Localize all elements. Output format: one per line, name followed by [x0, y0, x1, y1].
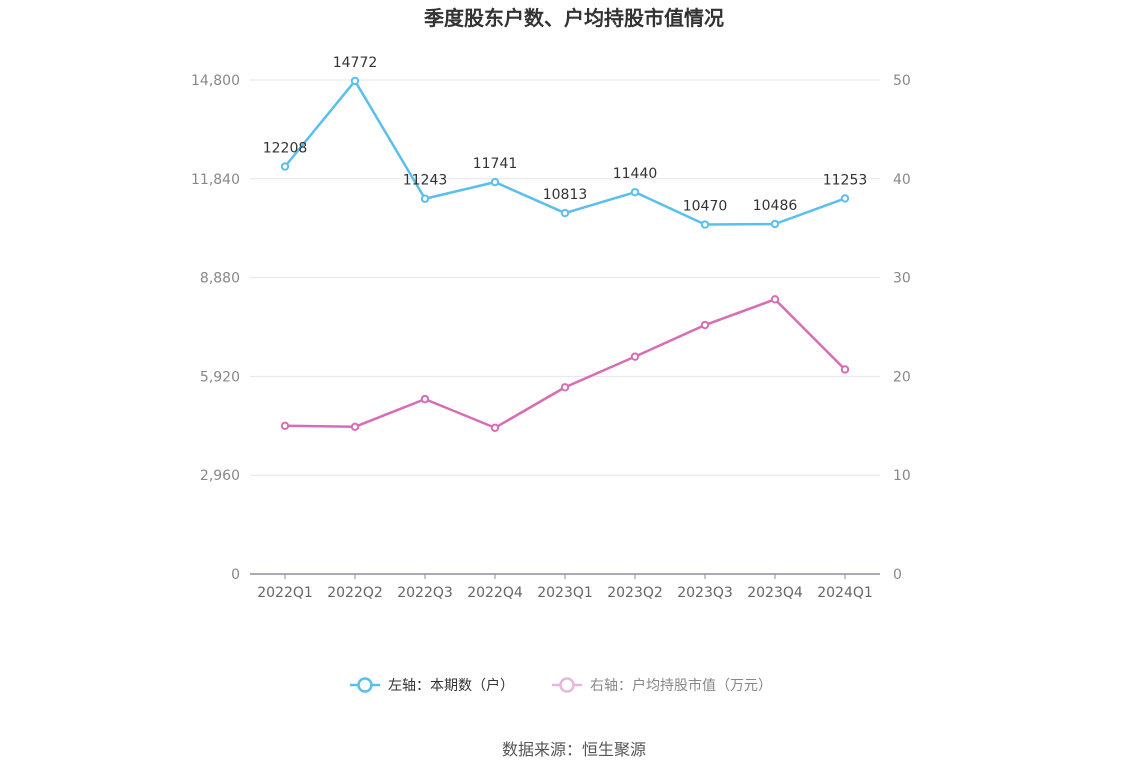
data-point [840, 194, 850, 203]
y-left-tick-label: 14,800 [191, 73, 240, 89]
data-point [700, 220, 710, 229]
legend-item-1[interactable]: 左轴：本期数（户） [350, 677, 514, 694]
y-left-tick-label: 0 [231, 567, 240, 583]
data-label: 11741 [473, 156, 518, 172]
data-point [700, 320, 710, 330]
data-point [420, 394, 430, 404]
y-left-tick-label: 11,840 [191, 172, 240, 188]
x-tick-label: 2023Q2 [607, 585, 663, 601]
data-point [350, 422, 360, 431]
x-tick-label: 2022Q1 [257, 585, 313, 601]
data-label: 11253 [823, 172, 868, 188]
axes: 0 0 2,960 10 5,920 20 8,880 30 11,840 40 14,800 50 2… [191, 73, 911, 601]
y-right-tick-label: 10 [893, 468, 911, 484]
data-point [770, 219, 780, 229]
x-tick-label: 2022Q3 [397, 585, 453, 601]
x-tick-label: 2023Q4 [747, 585, 803, 601]
y-right-tick-label: 30 [893, 271, 911, 287]
data-label: 10486 [753, 198, 798, 214]
data-label: 11243 [403, 173, 448, 189]
data-label: 14772 [333, 55, 378, 71]
data-label: 10470 [683, 199, 728, 215]
data-point [560, 383, 570, 392]
x-tick-label: 2023Q1 [537, 585, 593, 601]
data-point [350, 76, 360, 86]
data-point [280, 421, 290, 430]
grid [250, 79, 880, 476]
x-tick-label: 2024Q1 [817, 585, 873, 601]
data-point [630, 187, 640, 197]
data-point [840, 365, 850, 374]
legend-swatch-marker [559, 677, 575, 693]
y-right-tick-label: 50 [893, 73, 911, 89]
x-tick-label: 2023Q3 [677, 585, 733, 601]
data-point [560, 208, 570, 218]
data-point [490, 423, 500, 432]
y-right-tick-label: 40 [893, 172, 911, 188]
x-tick-label: 2022Q4 [467, 585, 523, 601]
y-right-tick-label: 0 [893, 567, 902, 583]
x-tick-label: 2022Q2 [327, 585, 383, 601]
data-point [770, 295, 780, 304]
data-label: 12208 [263, 141, 308, 157]
data-label: 10813 [543, 187, 588, 203]
legend-label: 左轴：本期数（户） [388, 677, 514, 694]
data-point [630, 352, 640, 361]
chart-title: 季度股东户数、户均持股市值情况 [423, 6, 724, 30]
series-line-2 [284, 298, 846, 430]
data-point [420, 194, 430, 203]
legend-label: 右轴：户均持股市值（万元） [590, 677, 772, 694]
y-left-tick-label: 8,880 [200, 271, 240, 287]
y-left-tick-label: 5,920 [200, 369, 240, 385]
legend-item-2[interactable]: 右轴：户均持股市值（万元） [552, 677, 772, 694]
data-point [490, 177, 500, 187]
legend[interactable]: 左轴：本期数（户） 右轴：户均持股市值（万元） [350, 677, 772, 694]
y-left-tick-label: 2,960 [200, 468, 240, 484]
legend-swatch-marker [357, 677, 373, 693]
data-source: 数据来源：恒生聚源 [502, 740, 646, 759]
y-right-tick-label: 20 [893, 369, 911, 385]
data-label: 11440 [613, 166, 658, 182]
data-point [280, 162, 290, 171]
series: 12208 14772 11243 11741 10813 11440 10470 10486… [263, 55, 868, 432]
